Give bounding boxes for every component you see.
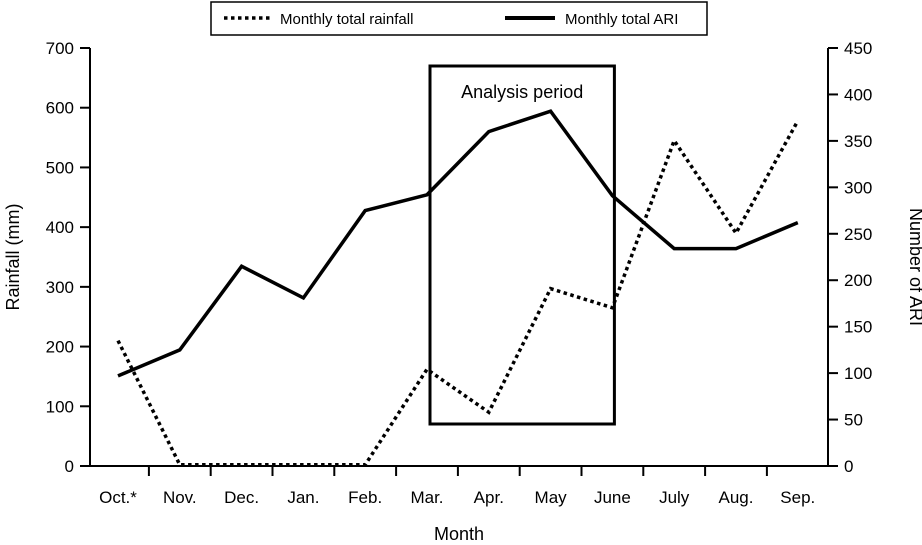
right-axis-tick-label: 300 xyxy=(844,178,872,197)
right-axis-tick-label: 50 xyxy=(844,411,863,430)
x-axis-tick-label: July xyxy=(659,488,690,507)
x-axis-tick-label: Mar. xyxy=(410,488,443,507)
right-axis-tick-label: 200 xyxy=(844,271,872,290)
x-axis-tick-label: Oct.* xyxy=(99,488,137,507)
left-axis-tick-label: 300 xyxy=(46,278,74,297)
x-axis-tick-label: Dec. xyxy=(224,488,259,507)
right-axis-tick-label: 450 xyxy=(844,39,872,58)
legend-ari-label: Monthly total ARI xyxy=(565,11,678,28)
x-axis-tick-label: Jan. xyxy=(287,488,319,507)
analysis-period-label: Analysis period xyxy=(461,82,583,102)
right-axis-tick-label: 400 xyxy=(844,85,872,104)
x-axis-tick-label: Aug. xyxy=(719,488,754,507)
right-axis-title: Number of ARI xyxy=(906,208,922,326)
right-axis-tick-label: 250 xyxy=(844,225,872,244)
legend-rainfall-label: Monthly total rainfall xyxy=(280,11,413,28)
x-axis-tick-label: Sep. xyxy=(780,488,815,507)
ari-series-line xyxy=(117,109,799,378)
right-axis-tick-label: 350 xyxy=(844,132,872,151)
right-axis-tick-label: 150 xyxy=(844,318,872,337)
rainfall-series-line xyxy=(116,120,800,467)
left-axis-title: Rainfall (mm) xyxy=(3,203,23,310)
analysis-period-box xyxy=(428,64,616,426)
left-axis-tick-label: 100 xyxy=(46,397,74,416)
x-axis-tick-label: May xyxy=(535,488,568,507)
axes: 0 100 200 300 400 500 600 700 0 50 100 150 200 250 300… xyxy=(3,39,922,544)
legend-box xyxy=(210,1,708,36)
left-axis-tick-label: 400 xyxy=(46,218,74,237)
series-layer xyxy=(116,109,800,467)
legend: Monthly total rainfall Monthly total ARI xyxy=(210,1,708,36)
x-axis-tick-label: Apr. xyxy=(474,488,504,507)
left-axis-tick-label: 600 xyxy=(46,99,74,118)
left-axis-tick-label: 200 xyxy=(46,338,74,357)
left-axis-tick-label: 700 xyxy=(46,39,74,58)
right-axis-tick-label: 0 xyxy=(844,457,853,476)
x-axis-tick-label: Nov. xyxy=(163,488,197,507)
x-axis-title: Month xyxy=(434,524,484,544)
right-axis-tick-label: 100 xyxy=(844,364,872,383)
left-axis-tick-label: 0 xyxy=(65,457,74,476)
analysis-period-annotation: Analysis period xyxy=(428,64,616,426)
x-axis-tick-label: Feb. xyxy=(348,488,382,507)
left-axis-tick-label: 500 xyxy=(46,158,74,177)
x-axis-tick-label: June xyxy=(594,488,631,507)
